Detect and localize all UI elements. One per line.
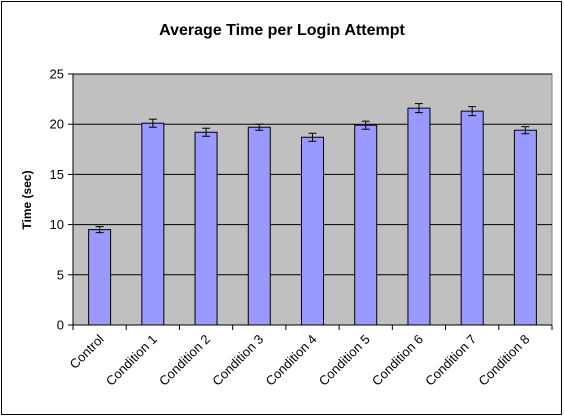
axes xyxy=(68,73,553,330)
bar xyxy=(460,110,484,326)
y-tick-label: 5 xyxy=(57,267,64,282)
x-tick-label: Condition 6 xyxy=(369,332,426,389)
y-axis-label: Time (sec) xyxy=(20,170,34,229)
bar xyxy=(354,124,378,326)
y-tick-label: 25 xyxy=(50,67,64,82)
x-tick-label: Condition 5 xyxy=(316,332,373,389)
y-tick-label: 15 xyxy=(50,167,64,182)
bars xyxy=(88,107,537,326)
bar xyxy=(301,136,324,326)
y-tick-label: 10 xyxy=(50,217,64,232)
bar xyxy=(194,131,218,326)
x-tick-label: Condition 1 xyxy=(103,332,160,389)
error-bars xyxy=(95,103,530,234)
x-tick-label: Condition 8 xyxy=(475,332,532,389)
bar xyxy=(407,107,431,326)
bar xyxy=(88,229,112,326)
bar xyxy=(513,129,537,326)
chart-title: Average Time per Login Attempt xyxy=(159,22,405,39)
x-tick-label: Condition 3 xyxy=(209,332,266,389)
x-tick-label: Control xyxy=(66,331,106,371)
bar xyxy=(247,126,271,326)
y-tick-label: 0 xyxy=(57,318,64,333)
y-tick-label: 20 xyxy=(50,117,64,132)
x-tick-label: Condition 4 xyxy=(263,332,320,389)
bar xyxy=(141,122,165,326)
x-tick-label: Condition 2 xyxy=(156,332,213,389)
y-tick-labels: 0 5 10 15 20 25 xyxy=(50,67,64,333)
x-tick-label: Condition 7 xyxy=(422,332,479,389)
